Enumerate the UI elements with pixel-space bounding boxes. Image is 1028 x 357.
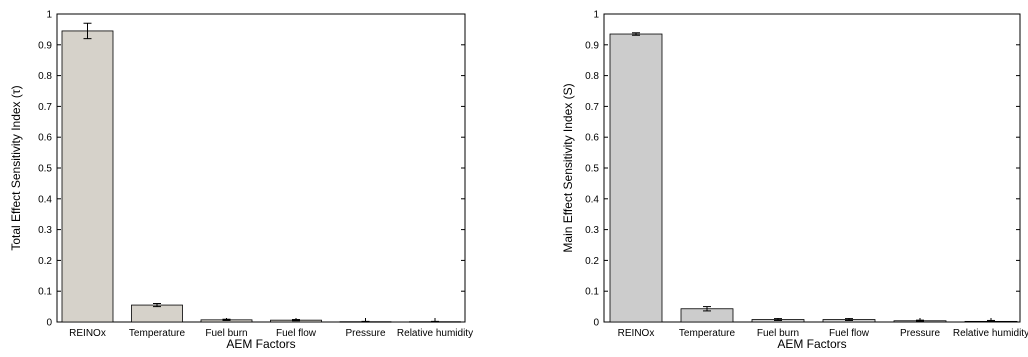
y-tick-label: 1 bbox=[46, 10, 52, 21]
x-tick-label: Fuel flow bbox=[276, 328, 317, 339]
y-tick-label: 0.1 bbox=[38, 287, 52, 298]
x-tick-label: Relative humidity bbox=[953, 328, 1028, 339]
x-axis-label-left: AEM Factors bbox=[226, 337, 295, 351]
x-tick-label: Fuel burn bbox=[757, 328, 799, 339]
y-tick-label: 0.1 bbox=[585, 287, 599, 298]
y-tick-label: 0.2 bbox=[38, 256, 52, 267]
x-tick-label: Pressure bbox=[345, 328, 385, 339]
y-tick-label: 0.6 bbox=[38, 133, 52, 144]
axis-ticks-left bbox=[57, 13, 465, 323]
y-tick-label: 0 bbox=[593, 318, 599, 329]
y-tick-label: 0.7 bbox=[38, 102, 52, 113]
y-tick-label: 0.7 bbox=[585, 102, 599, 113]
bar-temperature bbox=[131, 304, 183, 323]
y-tick-label: 0.9 bbox=[585, 40, 599, 51]
axis-ticks-right bbox=[604, 13, 1020, 323]
x-tick-label: REINOx bbox=[618, 328, 655, 339]
x-tick-label: Fuel burn bbox=[205, 328, 247, 339]
bars-left bbox=[61, 22, 461, 323]
y-tick-label: 0.4 bbox=[585, 194, 599, 205]
bars-right bbox=[609, 32, 1018, 323]
bar-reinox bbox=[609, 33, 663, 323]
y-axis-label-right: Main Effect Sensitivity Index (S) bbox=[561, 83, 575, 252]
x-tick-labels-left: REINOx Temperature Fuel burn Fuel flow P… bbox=[69, 328, 473, 339]
x-tick-label: Relative humidity bbox=[397, 328, 473, 339]
x-tick-label: Temperature bbox=[129, 328, 186, 339]
y-tick-label: 0.6 bbox=[585, 133, 599, 144]
y-tick-label: 0.8 bbox=[38, 71, 52, 82]
y-tick-label: 0.2 bbox=[585, 256, 599, 267]
y-tick-label: 0.5 bbox=[38, 164, 52, 175]
x-tick-label: Fuel flow bbox=[829, 328, 870, 339]
y-tick-label: 0.5 bbox=[585, 164, 599, 175]
y-tick-label: 0 bbox=[46, 318, 52, 329]
x-axis-label-right: AEM Factors bbox=[777, 337, 846, 351]
y-tick-label: 0.3 bbox=[38, 225, 52, 236]
y-tick-label: 0.4 bbox=[38, 194, 52, 205]
plot-frame-left bbox=[56, 13, 466, 323]
x-tick-label: Pressure bbox=[900, 328, 940, 339]
x-tick-labels-right: REINOx Temperature Fuel burn Fuel flow P… bbox=[618, 328, 1028, 339]
y-tick-label: 0.8 bbox=[585, 71, 599, 82]
panel-main-effect: 0 0.1 0.2 0.3 0.4 0.5 0.6 0.7 0.8 0.9 1 … bbox=[561, 10, 1028, 352]
y-tick-labels-left: 0 0.1 0.2 0.3 0.4 0.5 0.6 0.7 0.8 0.9 1 bbox=[38, 10, 52, 329]
y-tick-label: 0.9 bbox=[38, 40, 52, 51]
y-tick-labels-right: 0 0.1 0.2 0.3 0.4 0.5 0.6 0.7 0.8 0.9 1 bbox=[585, 10, 599, 329]
y-axis-label-left: Total Effect Sensitivity Index (τ) bbox=[9, 85, 23, 250]
panel-total-effect: 0 0.1 0.2 0.3 0.4 0.5 0.6 0.7 0.8 0.9 1 … bbox=[9, 10, 473, 352]
plot-frame-right bbox=[603, 13, 1021, 323]
x-tick-label: Temperature bbox=[679, 328, 736, 339]
x-tick-label: REINOx bbox=[69, 328, 106, 339]
bar-reinox bbox=[61, 30, 114, 323]
y-tick-label: 1 bbox=[593, 10, 599, 21]
y-tick-label: 0.3 bbox=[585, 225, 599, 236]
